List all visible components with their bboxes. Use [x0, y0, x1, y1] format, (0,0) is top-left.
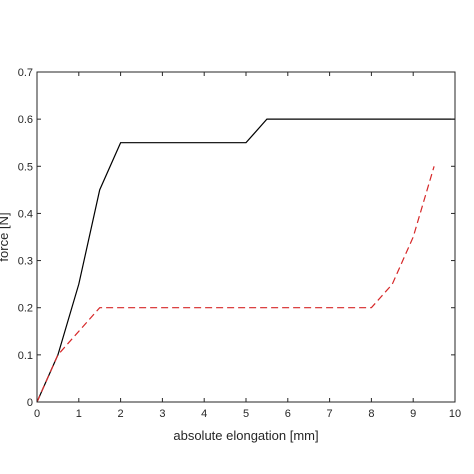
- x-tick-label: 8: [368, 408, 374, 420]
- x-tick-label: 0: [34, 408, 40, 420]
- y-tick-label: 0.1: [18, 350, 33, 362]
- x-tick-label: 3: [159, 408, 165, 420]
- y-axis-ticks: 0 0.1 0.2 0.3 0.4 0.5 0.6 0.7: [18, 67, 455, 409]
- y-axis-label: force [N]: [0, 212, 11, 261]
- x-tick-label: 9: [410, 408, 416, 420]
- y-tick-label: 0.5: [18, 161, 33, 173]
- y-tick-label: 0.2: [18, 303, 33, 315]
- x-tick-label: 7: [327, 408, 333, 420]
- y-tick-label: 0: [27, 397, 33, 409]
- x-tick-label: 10: [449, 408, 461, 420]
- series-line-2: [36, 166, 435, 403]
- x-tick-label: 5: [243, 408, 249, 420]
- y-tick-label: 0.7: [18, 67, 33, 79]
- x-tick-label: 2: [118, 408, 124, 420]
- series-line-1: [36, 118, 455, 403]
- x-tick-label: 6: [285, 408, 291, 420]
- x-axis-label: absolute elongation [mm]: [173, 428, 318, 443]
- plot-frame: [36, 71, 456, 403]
- x-tick-label: 4: [201, 408, 207, 420]
- x-axis-ticks: 0 1 2 3 4 5 6 7 8 9 10: [34, 72, 461, 420]
- y-tick-label: 0.4: [18, 208, 33, 220]
- y-tick-label: 0.3: [18, 256, 33, 268]
- y-tick-label: 0.6: [18, 114, 33, 126]
- x-tick-label: 1: [76, 408, 82, 420]
- series-layer: [36, 118, 455, 403]
